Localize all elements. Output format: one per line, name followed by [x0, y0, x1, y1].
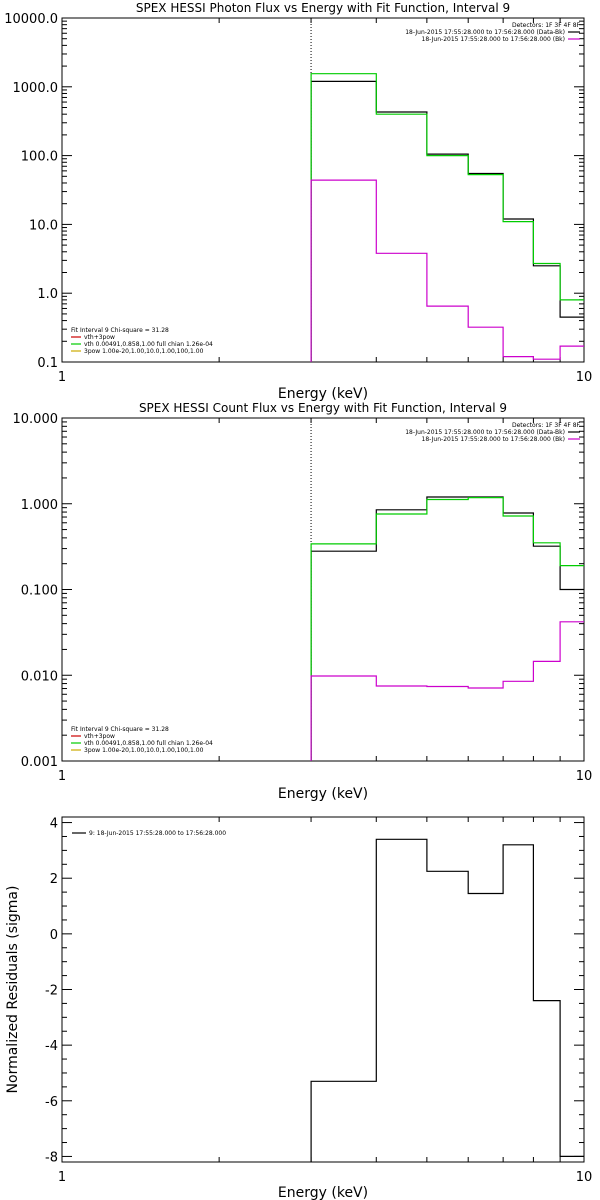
fit-legend-entry: vth 0.00491,0.858,1.00 full chian 1.26e-… — [84, 341, 213, 348]
y-tick-label: 0 — [50, 928, 58, 943]
x-tick-label: 10 — [576, 1170, 593, 1185]
legend-entry: 18-Jun-2015 17:55:28.000 to 17:56:28.000… — [405, 29, 565, 36]
fit-legend-title: Fit Interval 9 Chi-square = 31.28 — [71, 726, 169, 733]
legend-title: Detectors: 1F 3F 4F 8F — [512, 422, 581, 429]
y-tick-label: 10.000 — [13, 412, 59, 427]
x-axis-label: Energy (keV) — [278, 386, 368, 402]
y-axis-label: Normalized Residuals (sigma) — [5, 886, 21, 1094]
fit-legend-entry: 3pow 1.00e-20,1.00,10.0,1.00,100,1.00 — [84, 348, 204, 355]
y-tick-label: 0.1 — [37, 356, 58, 371]
chart-title: SPEX HESSI Photon Flux vs Energy with Fi… — [136, 1, 510, 15]
x-tick-label: 1 — [58, 769, 66, 784]
series-line-2 — [310, 73, 584, 362]
y-tick-label: -8 — [45, 1150, 58, 1165]
plot-frame — [61, 816, 585, 1163]
y-tick-label: 10000.0 — [4, 12, 58, 27]
legend-entry: 18-Jun-2015 17:55:28.000 to 17:56:28.000… — [422, 436, 565, 443]
y-tick-label: 2 — [50, 872, 58, 887]
fit-legend-entry: vth 0.00491,0.858,1.00 full chian 1.26e-… — [84, 740, 213, 747]
legend-title: Detectors: 1F 3F 4F 8F — [512, 22, 581, 29]
series-line-1 — [310, 80, 584, 362]
y-tick-label: 4 — [50, 817, 58, 832]
series-line-1 — [310, 838, 584, 1162]
y-tick-label: -6 — [45, 1095, 58, 1110]
x-tick-label: 10 — [576, 769, 593, 784]
plot-frame — [61, 17, 585, 363]
series-line-2 — [310, 497, 584, 761]
y-tick-label: -4 — [45, 1039, 58, 1054]
y-tick-label: -2 — [45, 984, 58, 999]
fit-legend-entry: 3pow 1.00e-20,1.00,10.0,1.00,100,1.00 — [84, 747, 204, 754]
plot-frame — [61, 417, 585, 762]
x-tick-label: 10 — [576, 370, 593, 385]
chart-panel-1: 1 10 0.1 1.0 10.0 100.0 1000.0 10000.0 SPEX HESS… — [4, 1, 592, 402]
chart-title: SPEX HESSI Count Flux vs Energy with Fit… — [139, 401, 507, 415]
chart-panel-3: 1 10 -8 -6 -4 -2 0 2 4 Energy (keV) Normalized Res… — [5, 816, 593, 1200]
x-axis-label: Energy (keV) — [278, 786, 368, 802]
fit-legend-entry: vth+3pow — [84, 334, 115, 341]
series-line-1 — [310, 496, 584, 761]
y-tick-label: 1.000 — [21, 498, 58, 513]
fit-legend-title: Fit Interval 9 Chi-square = 31.28 — [71, 327, 169, 334]
y-tick-label: 1000.0 — [13, 81, 59, 96]
x-tick-label: 1 — [58, 1170, 66, 1185]
series-line-3 — [310, 179, 584, 362]
legend-entry: 9: 18-Jun-2015 17:55:28.000 to 17:56:28.… — [89, 830, 226, 837]
y-tick-label: 10.0 — [29, 218, 58, 233]
y-tick-label: 0.100 — [21, 584, 58, 599]
y-tick-label: 100.0 — [21, 150, 58, 165]
y-tick-label: 0.001 — [21, 755, 58, 770]
chart-panel-2: 1 10 0.001 0.010 0.100 1.000 10.000 SPEX HESSI … — [13, 401, 593, 802]
series-line-3 — [310, 621, 584, 761]
y-tick-label: 0.010 — [21, 669, 58, 684]
legend-entry: 18-Jun-2015 17:55:28.000 to 17:56:28.000… — [405, 429, 565, 436]
fit-legend-entry: vth+3pow — [84, 733, 115, 740]
legend-entry: 18-Jun-2015 17:55:28.000 to 17:56:28.000… — [422, 36, 565, 43]
x-tick-label: 1 — [58, 370, 66, 385]
y-tick-label: 1.0 — [37, 287, 58, 302]
x-axis-label: Energy (keV) — [278, 1185, 368, 1200]
